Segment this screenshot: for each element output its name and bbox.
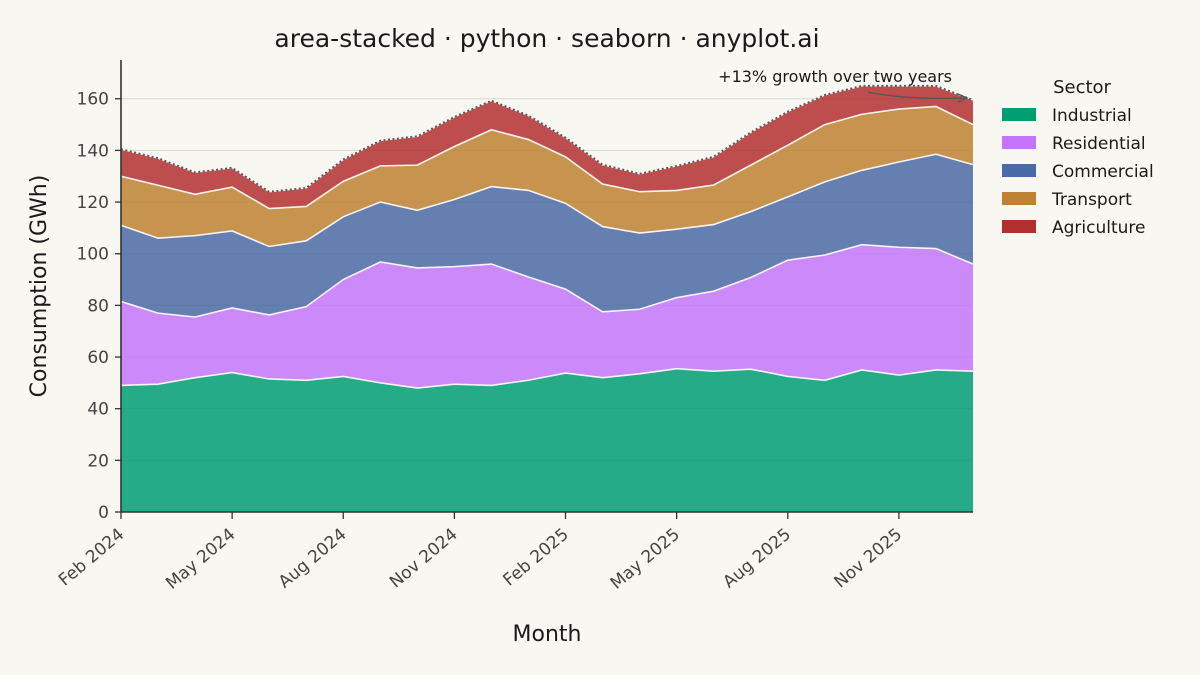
x-tick-label: Nov 2024 xyxy=(386,525,462,593)
legend-label-residential: Residential xyxy=(1052,134,1146,154)
legend: Sector Industrial Residential Commercial Tr… xyxy=(1002,77,1154,238)
series-boundary-lines xyxy=(120,85,974,389)
x-tick-label: May 2024 xyxy=(162,525,239,594)
axes xyxy=(120,60,973,513)
area-commercial xyxy=(121,154,973,317)
legend-label-industrial: Industrial xyxy=(1052,106,1132,126)
legend-title: Sector xyxy=(1053,77,1111,98)
x-tick-label: Aug 2024 xyxy=(275,525,351,593)
x-axis-label: Month xyxy=(513,622,582,647)
annotation-arrow xyxy=(867,91,967,100)
y-tick-label: 100 xyxy=(77,245,109,265)
boundary-commercial xyxy=(120,153,974,248)
x-tick-label: Nov 2025 xyxy=(831,525,907,593)
y-tick-label: 60 xyxy=(87,348,109,368)
chart-title: area-stacked · python · seaborn · anyplo… xyxy=(274,24,819,53)
y-tick-label: 160 xyxy=(77,90,109,110)
legend-label-commercial: Commercial xyxy=(1052,162,1154,182)
area-agriculture xyxy=(121,85,973,209)
area-industrial xyxy=(121,368,973,512)
area-transport xyxy=(121,106,973,247)
legend-label-transport: Transport xyxy=(1051,190,1132,210)
x-tick-label: Feb 2024 xyxy=(55,525,128,591)
x-tick-label: Aug 2025 xyxy=(719,525,795,593)
legend-label-agriculture: Agriculture xyxy=(1052,218,1146,238)
growth-annotation: +13% growth over two years xyxy=(718,67,969,103)
legend-swatch-industrial xyxy=(1002,108,1036,121)
y-tick-label: 140 xyxy=(77,141,109,161)
boundary-transport xyxy=(120,105,974,210)
y-tick-label: 0 xyxy=(98,503,109,523)
boundary-industrial xyxy=(120,367,974,389)
boundary-residential xyxy=(120,243,974,318)
x-tick-label: May 2025 xyxy=(607,525,684,594)
stacked-areas xyxy=(121,85,973,512)
y-tick-label: 20 xyxy=(87,451,109,471)
y-tick-label: 120 xyxy=(77,193,109,213)
boundary-agriculture xyxy=(120,85,974,193)
annotation-arrowhead xyxy=(957,93,969,103)
legend-swatch-transport xyxy=(1002,192,1036,205)
y-tick-label: 80 xyxy=(87,296,109,316)
legend-swatch-agriculture xyxy=(1002,220,1036,233)
x-tick-label: Feb 2025 xyxy=(500,525,573,591)
x-ticks: Feb 2024 May 2024 Aug 2024 Nov 2024 Feb 2025… xyxy=(55,512,906,594)
annotation-text: +13% growth over two years xyxy=(718,67,952,86)
y-tick-label: 40 xyxy=(87,400,109,420)
legend-swatch-commercial xyxy=(1002,164,1036,177)
area-residential xyxy=(121,244,973,389)
y-ticks: 0 20 40 60 80 100 120 140 160 xyxy=(77,90,121,523)
legend-swatch-residential xyxy=(1002,136,1036,149)
y-axis-label: Consumption (GWh) xyxy=(27,175,52,398)
